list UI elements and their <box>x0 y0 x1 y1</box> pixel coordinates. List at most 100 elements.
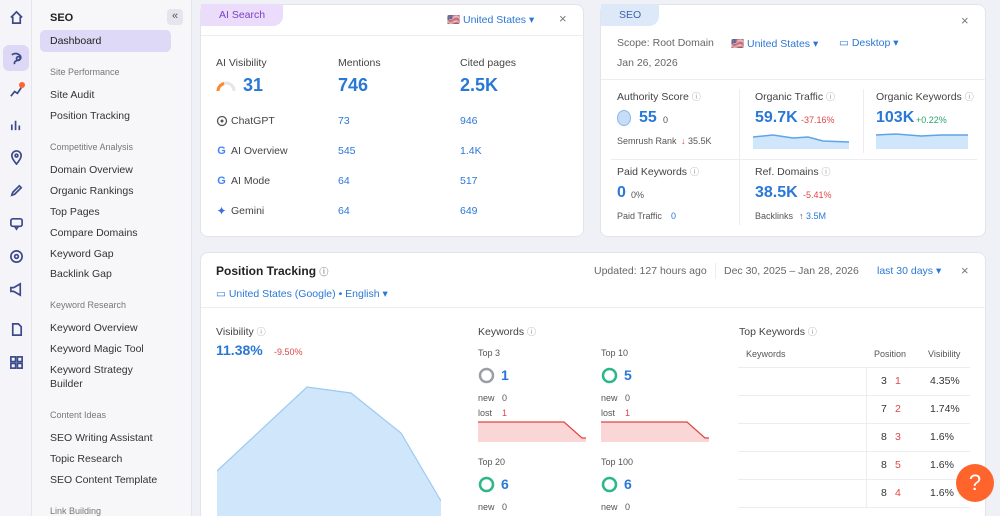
collapse-sidebar-button[interactable]: « <box>167 9 183 25</box>
table-row[interactable]: 8 3 1.6% <box>738 424 970 452</box>
sidebar: SEO « Dashboard Site Performance Site Au… <box>32 0 192 516</box>
mentions-value[interactable]: 746 <box>338 75 369 95</box>
paid-keywords-value[interactable]: 0 <box>617 184 626 201</box>
cited-pages-value[interactable]: 2.5K <box>460 75 499 95</box>
row-position: 8 <box>881 487 887 499</box>
kw-top100-value[interactable]: 6 <box>624 476 632 492</box>
table-row[interactable]: 3 1 4.35% <box>738 368 970 396</box>
kw-top3-value[interactable]: 1 <box>501 367 509 383</box>
ai-engine-name: AI Mode <box>231 175 271 187</box>
kw-top10-new: 0 <box>625 393 631 403</box>
organic-traffic-sparkline <box>753 134 849 149</box>
semrush-rank-value: ↓ 35.5K <box>681 136 712 146</box>
organic-traffic-value[interactable]: 59.7K <box>755 109 798 126</box>
authority-score-value[interactable]: 55 <box>639 109 657 126</box>
cited-pages-label: Cited pages <box>460 57 517 69</box>
ai-engine-mentions[interactable]: 64 <box>338 205 350 217</box>
sidebar-item-keyword-overview[interactable]: Keyword Overview <box>50 322 138 334</box>
sidebar-item-site-audit[interactable]: Site Audit <box>50 89 95 101</box>
organic-keywords-value[interactable]: 103K <box>876 109 915 126</box>
seo-country-dropdown[interactable]: 🇺🇸 United States ▾ <box>731 38 819 50</box>
ai-engine-cited[interactable]: 517 <box>460 175 478 187</box>
sidebar-item-keyword-magic-tool[interactable]: Keyword Magic Tool <box>50 343 144 355</box>
sidebar-item-top-pages[interactable]: Top Pages <box>50 206 100 218</box>
sidebar-item-compare-domains[interactable]: Compare Domains <box>50 227 138 239</box>
table-row[interactable]: 8 4 1.6% <box>738 480 970 508</box>
row-visibility: 1.6% <box>930 431 954 443</box>
ai-engine-mentions[interactable]: 73 <box>338 115 350 127</box>
document-icon[interactable] <box>7 320 25 338</box>
kw-lost-label: lost <box>601 408 616 418</box>
kw-new-label: new <box>478 502 495 512</box>
seo-card: SEO × Scope: Root Domain 🇺🇸 United State… <box>600 4 987 237</box>
sidebar-item-seo-content-template[interactable]: SEO Content Template <box>50 474 158 486</box>
seo-icon[interactable] <box>3 45 29 71</box>
help-button[interactable]: ? <box>956 464 994 502</box>
sidebar-item-organic-rankings[interactable]: Organic Rankings <box>50 185 134 197</box>
sidebar-item-position-tracking[interactable]: Position Tracking <box>50 110 130 122</box>
col-visibility[interactable]: Visibility <box>928 349 961 359</box>
ai-country-label: United States <box>463 14 527 26</box>
pt-visibility-label: Visibility ⓘ <box>216 326 266 338</box>
kw-top20-new: 0 <box>502 502 508 512</box>
backlinks-value[interactable]: ↑ 3.5M <box>799 211 827 221</box>
apps-icon[interactable] <box>7 353 25 371</box>
home-icon[interactable] <box>7 8 25 26</box>
section-keyword-research: Keyword Research <box>50 300 127 310</box>
organic-traffic-label: Organic Traffic ⓘ <box>755 91 836 103</box>
pt-location-label: United States (Google) • English <box>228 288 380 300</box>
kw-top20-value[interactable]: 6 <box>501 476 509 492</box>
pt-date-range: Dec 30, 2025 – Jan 28, 2026 <box>724 265 859 277</box>
ai-engine-mentions[interactable]: 64 <box>338 175 350 187</box>
ai-engine-cited[interactable]: 649 <box>460 205 478 217</box>
close-icon[interactable]: × <box>961 13 969 28</box>
close-icon[interactable]: × <box>961 263 969 278</box>
ai-engine-cited[interactable]: 1.4K <box>460 145 482 157</box>
ref-domains-value[interactable]: 38.5K <box>755 184 798 201</box>
chat-icon[interactable] <box>7 214 25 232</box>
table-row[interactable]: 7 2 1.74% <box>738 396 970 424</box>
megaphone-icon[interactable] <box>7 280 25 298</box>
radar-icon[interactable] <box>7 247 25 265</box>
paid-keywords-label: Paid Keywords ⓘ <box>617 166 699 178</box>
table-row[interactable]: 8 5 1.6% <box>738 452 970 480</box>
close-icon[interactable]: × <box>559 11 567 26</box>
sidebar-item-backlink-gap[interactable]: Backlink Gap <box>50 268 112 280</box>
authority-change: 0 <box>663 115 669 125</box>
ai-country-dropdown[interactable]: 🇺🇸 United States ▾ <box>447 14 535 26</box>
authority-shape-icon <box>617 110 631 126</box>
ai-engine-cited[interactable]: 946 <box>460 115 478 127</box>
ring-icon <box>478 367 495 384</box>
organic-keywords-change: +0.22% <box>916 115 947 125</box>
sidebar-item-topic-research[interactable]: Topic Research <box>50 453 123 465</box>
device-dropdown[interactable]: ▭ Desktop ▾ <box>839 37 899 49</box>
seo-tag: SEO <box>601 4 660 26</box>
pt-location-dropdown[interactable]: ▭ United States (Google) • English ▾ <box>216 288 388 300</box>
mentions-label: Mentions <box>338 57 381 69</box>
paid-traffic-value[interactable]: 0 <box>671 211 677 221</box>
ring-icon <box>478 476 495 493</box>
sidebar-item-domain-overview[interactable]: Domain Overview <box>50 164 133 176</box>
col-position[interactable]: Position <box>874 349 907 359</box>
sidebar-item-keyword-gap[interactable]: Keyword Gap <box>50 248 114 260</box>
scope-label: Scope: Root Domain <box>617 37 714 49</box>
row-position: 8 <box>881 459 887 471</box>
row-visibility: 1.6% <box>930 459 954 471</box>
location-icon[interactable] <box>7 148 25 166</box>
top-keywords-header: Keywords Position Visibility <box>738 342 970 368</box>
paid-traffic-label: Paid Traffic <box>617 211 662 221</box>
sidebar-item-dashboard[interactable]: Dashboard <box>40 30 171 52</box>
ai-engine-mentions[interactable]: 545 <box>338 145 356 157</box>
sidebar-item-keyword-strategy[interactable]: Keyword Strategy <box>50 364 133 376</box>
pt-updated: Updated: 127 hours ago <box>594 265 707 277</box>
kw-top10-value[interactable]: 5 <box>624 367 632 383</box>
pt-period-dropdown[interactable]: last 30 days ▾ <box>877 265 942 277</box>
sidebar-item-keyword-strategy-2[interactable]: Builder <box>50 378 83 390</box>
pt-visibility-value[interactable]: 11.38% <box>216 342 263 358</box>
pen-icon[interactable] <box>7 181 25 199</box>
row-position-change: 5 <box>895 459 901 471</box>
bar-chart-icon[interactable] <box>7 115 25 133</box>
sidebar-item-seo-writing-assistant[interactable]: SEO Writing Assistant <box>50 432 153 444</box>
sparkle-chart-icon[interactable] <box>7 82 25 100</box>
col-keywords[interactable]: Keywords <box>746 349 786 359</box>
